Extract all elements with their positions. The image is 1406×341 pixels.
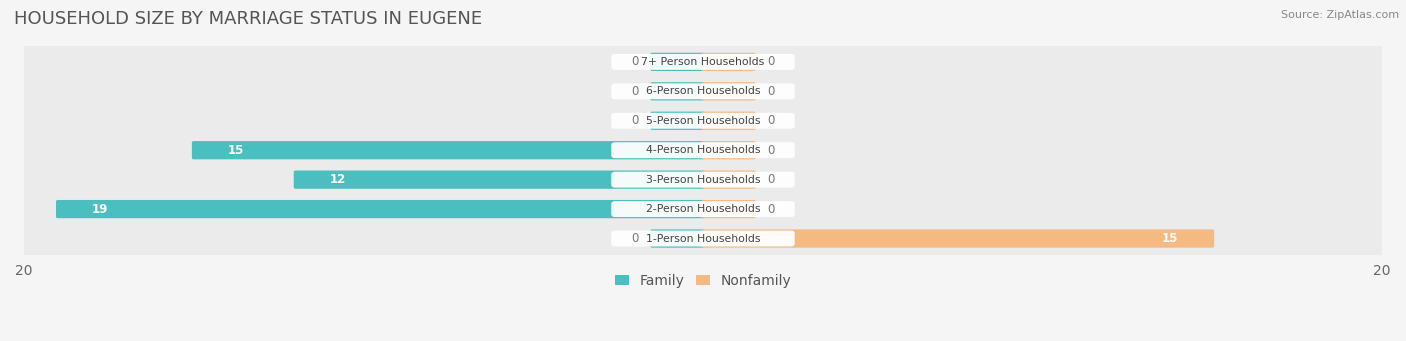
FancyBboxPatch shape <box>1 191 1405 227</box>
Text: 0: 0 <box>768 114 775 127</box>
FancyBboxPatch shape <box>612 54 794 70</box>
Legend: Family, Nonfamily: Family, Nonfamily <box>609 269 797 294</box>
Text: 0: 0 <box>631 232 638 245</box>
FancyBboxPatch shape <box>702 200 755 218</box>
Text: 0: 0 <box>768 55 775 69</box>
Text: HOUSEHOLD SIZE BY MARRIAGE STATUS IN EUGENE: HOUSEHOLD SIZE BY MARRIAGE STATUS IN EUG… <box>14 10 482 28</box>
FancyBboxPatch shape <box>651 82 704 101</box>
Text: 15: 15 <box>228 144 243 157</box>
FancyBboxPatch shape <box>1 162 1405 197</box>
Text: 5-Person Households: 5-Person Households <box>645 116 761 126</box>
Text: 19: 19 <box>91 203 108 216</box>
Text: 2-Person Households: 2-Person Households <box>645 204 761 214</box>
Text: 0: 0 <box>768 85 775 98</box>
Text: 0: 0 <box>768 144 775 157</box>
FancyBboxPatch shape <box>702 53 755 71</box>
Text: 7+ Person Households: 7+ Person Households <box>641 57 765 67</box>
Text: 15: 15 <box>1163 232 1178 245</box>
FancyBboxPatch shape <box>702 82 755 101</box>
FancyBboxPatch shape <box>702 141 755 159</box>
FancyBboxPatch shape <box>1 133 1405 168</box>
Text: 12: 12 <box>329 173 346 186</box>
FancyBboxPatch shape <box>702 112 755 130</box>
Text: 3-Person Households: 3-Person Households <box>645 175 761 184</box>
FancyBboxPatch shape <box>294 170 704 189</box>
Text: 0: 0 <box>768 173 775 186</box>
FancyBboxPatch shape <box>702 170 755 189</box>
FancyBboxPatch shape <box>612 83 794 99</box>
Text: 0: 0 <box>631 85 638 98</box>
FancyBboxPatch shape <box>1 44 1405 79</box>
FancyBboxPatch shape <box>1 74 1405 109</box>
FancyBboxPatch shape <box>56 200 704 218</box>
Text: 1-Person Households: 1-Person Households <box>645 234 761 243</box>
Text: Source: ZipAtlas.com: Source: ZipAtlas.com <box>1281 10 1399 20</box>
Text: 6-Person Households: 6-Person Households <box>645 86 761 96</box>
FancyBboxPatch shape <box>612 231 794 247</box>
FancyBboxPatch shape <box>612 172 794 188</box>
FancyBboxPatch shape <box>651 229 704 248</box>
FancyBboxPatch shape <box>612 201 794 217</box>
FancyBboxPatch shape <box>191 141 704 159</box>
FancyBboxPatch shape <box>1 221 1405 256</box>
FancyBboxPatch shape <box>612 142 794 158</box>
FancyBboxPatch shape <box>612 113 794 129</box>
FancyBboxPatch shape <box>651 53 704 71</box>
FancyBboxPatch shape <box>651 112 704 130</box>
FancyBboxPatch shape <box>702 229 1215 248</box>
Text: 0: 0 <box>631 55 638 69</box>
Text: 4-Person Households: 4-Person Households <box>645 145 761 155</box>
Text: 0: 0 <box>768 203 775 216</box>
Text: 0: 0 <box>631 114 638 127</box>
FancyBboxPatch shape <box>1 103 1405 138</box>
